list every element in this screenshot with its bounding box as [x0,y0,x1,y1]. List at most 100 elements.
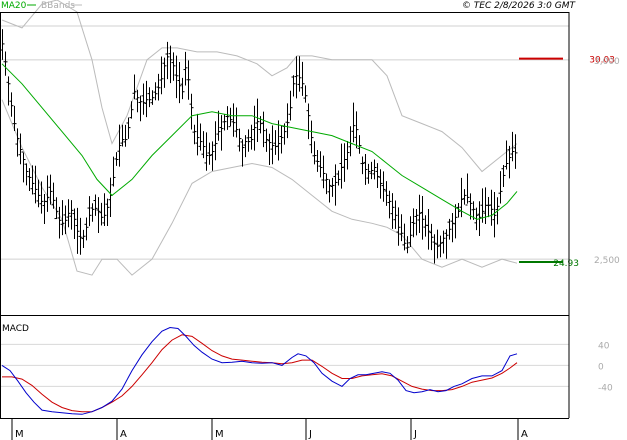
price-bar [402,223,407,251]
price-bar [126,117,131,139]
price-bar [105,198,110,227]
header: MA20 BBands © TEC 2/8/2026 3:0 GMT [1,1,576,11]
price-bar [231,103,236,137]
price-bar [138,95,143,122]
price-bar [357,135,362,154]
price-plot-area [0,12,569,315]
macd-y-tick-label: 40 [598,341,610,351]
x-tick-label: A [120,429,127,440]
price-bar [429,223,434,251]
price-bar [87,196,92,227]
price-gridlines [0,25,569,260]
lower-band-line [1,99,518,276]
price-bar [255,98,260,143]
price-bar [69,200,74,230]
bollinger-bands [1,0,518,276]
macd-panel: MACD 40 0 -40 [0,324,613,415]
macd-lines [1,326,518,415]
resistance-level-label: 30.03 [589,56,615,66]
price-bar [99,202,104,226]
price-bar [186,60,191,100]
price-bar [303,85,308,103]
price-bar [36,179,41,208]
price-bar [294,56,299,99]
price-bar [372,159,377,180]
price-bar [48,174,53,205]
price-bar [216,110,221,141]
price-bar [168,45,173,84]
price-bar [252,105,257,151]
price-bar [312,141,317,165]
price-bar [204,132,209,171]
price-bar [354,111,359,149]
price-bar [513,134,518,169]
price-bar [75,207,80,254]
price-bar [54,197,59,220]
price-bar [177,62,182,104]
price-bar [9,92,14,117]
price-y-tick-label: 2,500 [594,256,620,266]
price-bar [396,207,401,246]
price-bar [420,196,425,240]
price-bar [501,165,506,188]
price-bar [270,125,275,165]
price-bar [213,121,218,161]
price-bar [306,103,311,140]
price-bar [102,193,107,227]
price-bar [141,83,146,115]
price-bar [159,56,164,95]
x-tick-label: A [521,429,528,440]
price-bar [57,206,62,239]
bbands-legend-label: BBands [41,1,75,11]
price-bar [351,102,356,143]
price-bar [120,124,125,147]
price-bar [225,106,230,130]
price-bar [498,171,503,204]
price-bar [447,218,452,240]
price-bar [84,217,89,241]
price-bar [132,74,137,100]
price-bar [453,204,458,239]
price-bar [249,124,254,150]
price-bar [96,197,101,233]
price-bar [417,194,422,234]
price-bar [12,105,17,131]
price-bar [123,124,128,147]
price-y-tick-label: 3,000 [594,57,620,67]
price-bar [33,165,38,204]
price-bar [129,101,134,119]
price-bar [144,80,149,118]
price-bar [21,151,26,183]
price-bar [291,75,296,97]
price-bar [243,135,248,158]
price-bar [183,51,188,86]
price-bar [378,169,383,199]
price-bar [381,171,386,202]
price-bars [0,29,518,264]
price-bar [414,209,419,236]
price-bar [276,120,281,161]
price-bar [288,90,293,121]
price-bar [390,193,395,229]
price-bar [150,90,155,105]
price-bar [411,208,416,238]
price-bar [441,230,446,254]
price-bar [246,129,251,152]
price-bar [114,152,119,166]
price-bar [309,120,314,154]
price-bar [465,173,470,206]
price-bar [318,151,323,178]
price-bar [90,203,95,222]
price-bar [153,82,158,101]
price-bar [327,179,332,203]
macd-y-axis: 40 0 -40 [598,341,613,393]
upper-band-line [1,0,518,173]
price-bar [60,200,65,236]
price-bar [333,164,338,206]
price-bar [93,194,98,216]
price-bar [174,55,179,99]
price-bar [195,113,200,156]
price-bar [15,128,20,157]
